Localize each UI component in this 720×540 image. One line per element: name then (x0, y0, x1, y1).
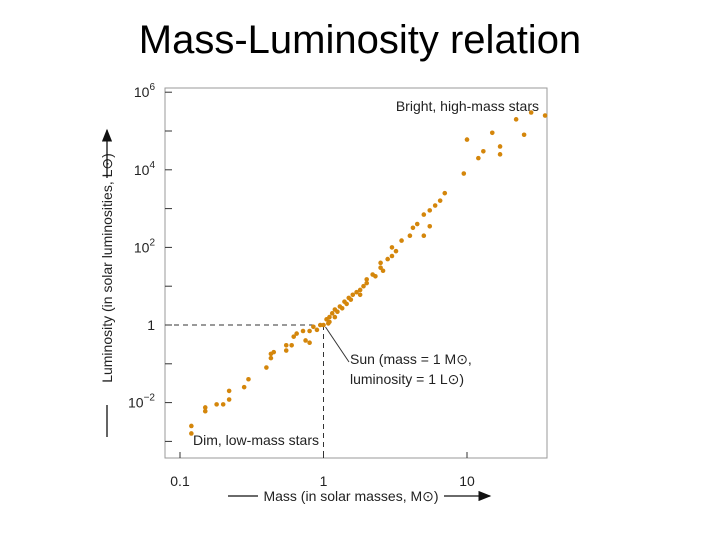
data-point (489, 130, 495, 136)
x-tick-label: 1 (320, 473, 328, 489)
data-point (357, 287, 363, 293)
sun-callout-line (325, 326, 350, 363)
plot-frame (164, 87, 548, 459)
annotation-high-mass: Bright, high-mass stars (396, 98, 539, 114)
y-tick-label: 1 (147, 317, 155, 333)
data-point (497, 144, 503, 149)
y-axis-title: Luminosity (in solar luminosities, L⊙) (99, 153, 115, 383)
data-point (332, 314, 338, 320)
data-point (220, 402, 226, 407)
data-point (283, 348, 289, 353)
y-tick-label: 104 (134, 160, 156, 178)
slide-title: Mass-Luminosity relation (138, 18, 582, 62)
data-point (380, 268, 386, 274)
data-point (268, 355, 274, 361)
data-point (271, 349, 277, 355)
data-point (303, 338, 308, 343)
y-tick-label: 10−2 (128, 393, 155, 411)
data-point (327, 319, 332, 325)
data-point (542, 113, 548, 118)
annotation-sun-line2: luminosity = 1 L⊙) (350, 371, 464, 387)
data-point (241, 384, 247, 390)
data-point (226, 388, 232, 394)
data-point (311, 324, 316, 330)
data-point (202, 408, 208, 414)
data-point (389, 245, 395, 250)
data-point (476, 155, 481, 161)
data-point (214, 402, 219, 407)
data-point (393, 248, 399, 254)
data-point (264, 365, 269, 370)
data-point (414, 221, 420, 227)
y-tick-label: 106 (134, 82, 156, 100)
data-point (314, 327, 320, 333)
data-point (300, 328, 306, 334)
data-point (189, 423, 194, 429)
data-point (283, 342, 289, 348)
data-point (327, 314, 332, 320)
data-point (427, 223, 433, 229)
data-point (378, 260, 383, 266)
data-point (432, 203, 438, 208)
data-point (189, 431, 194, 436)
data-point (354, 289, 359, 295)
data-point (289, 342, 294, 348)
data-point (399, 238, 404, 243)
data-point (329, 311, 335, 316)
data-point (437, 198, 443, 203)
annotation-low-mass: Dim, low-mass stars (193, 432, 319, 448)
data-point (339, 305, 345, 311)
data-point (357, 292, 363, 298)
data-point (318, 322, 323, 328)
data-point (407, 233, 413, 239)
data-point (335, 309, 340, 315)
data-point (307, 328, 312, 334)
data-point (389, 253, 395, 259)
data-point (521, 132, 527, 138)
data-point (373, 273, 378, 279)
data-point (344, 301, 349, 307)
data-point (513, 117, 519, 122)
data-point (421, 212, 427, 217)
data-point (348, 297, 354, 302)
data-point (364, 277, 369, 282)
data-point (528, 110, 534, 115)
data-point (464, 137, 470, 142)
data-point (461, 171, 467, 176)
x-tick-label: 0.1 (170, 473, 190, 489)
data-point (427, 208, 433, 213)
data-point (410, 225, 416, 231)
data-point (361, 283, 366, 289)
y-tick-label: 102 (134, 237, 156, 255)
annotation-sun-line1: Sun (mass = 1 M⊙, (350, 351, 472, 367)
data-point (321, 322, 326, 328)
data-point (246, 376, 251, 382)
x-tick-label: 10 (459, 473, 475, 489)
data-point (350, 292, 356, 298)
data-point (226, 397, 232, 402)
data-point (291, 334, 297, 339)
data-point (378, 265, 383, 270)
data-point (442, 190, 448, 196)
data-point (294, 331, 299, 336)
data-point (481, 148, 486, 154)
data-point (385, 256, 390, 262)
data-point (421, 233, 427, 239)
data-point (497, 152, 503, 157)
data-point (202, 405, 208, 410)
x-axis-title: Mass (in solar masses, M⊙) (263, 488, 438, 504)
data-point (364, 280, 369, 286)
data-point (307, 340, 312, 345)
